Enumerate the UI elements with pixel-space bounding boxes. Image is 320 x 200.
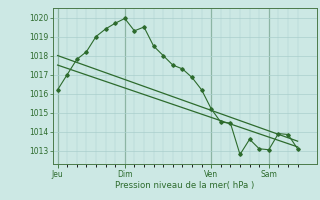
X-axis label: Pression niveau de la mer( hPa ): Pression niveau de la mer( hPa ): [115, 181, 254, 190]
